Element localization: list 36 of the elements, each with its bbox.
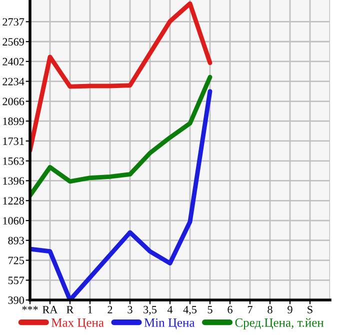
x-tick-label: 5	[208, 306, 212, 314]
x-tick-label: 3	[128, 306, 132, 314]
x-tick-label: RA	[42, 306, 58, 314]
line-series	[30, 89, 212, 300]
y-tick-label: 1899	[3, 118, 24, 126]
y-tick-label: 2234	[2, 78, 24, 86]
legend-label: Max Цена	[52, 318, 104, 330]
y-tick-label: 1396	[3, 177, 24, 185]
x-tick-label: 7	[248, 306, 252, 314]
y-tick-label: 1228	[3, 197, 24, 205]
y-tick-label: 2737	[2, 18, 24, 26]
y-tick-label: 1060	[3, 217, 24, 225]
legend-label: Сред.Цена, т.йен	[235, 318, 324, 330]
y-tick-label: 893	[8, 236, 24, 244]
y-tick-label: 2066	[2, 98, 24, 106]
x-tick-label: 3,5	[144, 306, 157, 315]
x-tick-label: R	[66, 306, 74, 314]
y-tick-label: 557	[8, 276, 24, 284]
y-tick-label: 1731	[3, 137, 24, 145]
y-tick-label: 1563	[3, 157, 24, 165]
x-tick-label: ***	[22, 306, 38, 310]
x-tick-label: 2	[108, 306, 112, 314]
x-tick-label: 9	[288, 306, 292, 314]
y-tick-label: 2402	[2, 58, 24, 66]
x-tick-label: 8	[268, 306, 272, 314]
line-series	[30, 74, 212, 198]
x-tick-label: S	[308, 306, 312, 314]
x-tick-label: 4,5	[183, 306, 197, 315]
x-tick-label: 4	[167, 306, 173, 314]
x-tick-label: 1	[88, 306, 92, 314]
x-tick-label: 6	[228, 306, 232, 314]
line-series	[30, 1, 212, 153]
y-tick-label: 390	[8, 296, 24, 304]
y-tick-label: 725	[8, 256, 24, 264]
legend-label: Min Цена	[144, 318, 195, 330]
y-tick-label: 2569	[2, 38, 24, 46]
